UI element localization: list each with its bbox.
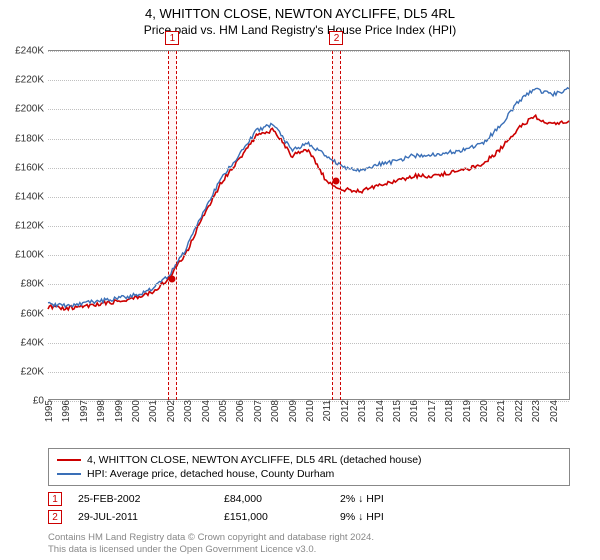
x-axis-label: 2009: [288, 400, 299, 422]
sale-band: [168, 51, 177, 400]
x-axis-label: 2002: [166, 400, 177, 422]
legend-label: 4, WHITTON CLOSE, NEWTON AYCLIFFE, DL5 4…: [87, 454, 422, 466]
grid-line: [48, 109, 569, 110]
x-axis-label: 2016: [409, 400, 420, 422]
x-axis-label: 2005: [218, 400, 229, 422]
x-axis-label: 2019: [462, 400, 473, 422]
x-axis-label: 1995: [44, 400, 55, 422]
chart-title: 4, WHITTON CLOSE, NEWTON AYCLIFFE, DL5 4…: [0, 6, 600, 21]
y-axis-label: £100K: [15, 250, 44, 261]
legend-swatch: [57, 459, 81, 461]
footer-line: Contains HM Land Registry data © Crown c…: [48, 532, 374, 544]
legend-label: HPI: Average price, detached house, Coun…: [87, 468, 334, 480]
sale-row: 1 25-FEB-2002 £84,000 2% ↓ HPI: [48, 490, 570, 508]
chart-title-block: 4, WHITTON CLOSE, NEWTON AYCLIFFE, DL5 4…: [0, 0, 600, 37]
x-axis-label: 1996: [61, 400, 72, 422]
x-axis-label: 1998: [96, 400, 107, 422]
x-axis-label: 2022: [514, 400, 525, 422]
sale-point-icon: [333, 177, 340, 184]
sales-table: 1 25-FEB-2002 £84,000 2% ↓ HPI 2 29-JUL-…: [48, 490, 570, 526]
legend: 4, WHITTON CLOSE, NEWTON AYCLIFFE, DL5 4…: [48, 448, 570, 486]
x-axis-label: 2012: [340, 400, 351, 422]
y-axis-label: £220K: [15, 75, 44, 86]
grid-line: [48, 284, 569, 285]
sale-band: [332, 51, 341, 400]
x-axis-label: 2015: [392, 400, 403, 422]
x-axis-label: 2011: [322, 400, 333, 422]
chart-plot-area: £0£20K£40K£60K£80K£100K£120K£140K£160K£1…: [48, 50, 570, 400]
y-axis-label: £140K: [15, 191, 44, 202]
x-axis-label: 2010: [305, 400, 316, 422]
y-axis-label: £240K: [15, 46, 44, 57]
footer-line: This data is licensed under the Open Gov…: [48, 544, 374, 556]
grid-line: [48, 168, 569, 169]
x-axis-label: 2001: [148, 400, 159, 422]
sale-row: 2 29-JUL-2011 £151,000 9% ↓ HPI: [48, 508, 570, 526]
sale-point-icon: [169, 275, 176, 282]
chart-subtitle: Price paid vs. HM Land Registry's House …: [0, 23, 600, 37]
sale-marker-icon: 1: [48, 492, 62, 506]
x-axis-label: 1997: [79, 400, 90, 422]
y-axis-label: £160K: [15, 162, 44, 173]
sale-marker-icon: 2: [48, 510, 62, 524]
grid-line: [48, 197, 569, 198]
x-axis-label: 2007: [253, 400, 264, 422]
sale-marker-icon: 1: [165, 31, 179, 45]
x-axis-label: 2008: [270, 400, 281, 422]
grid-line: [48, 372, 569, 373]
y-axis-label: £0: [33, 396, 44, 407]
attribution-footer: Contains HM Land Registry data © Crown c…: [48, 532, 374, 556]
sale-vs-hpi: 9% ↓ HPI: [340, 511, 430, 523]
y-axis-label: £200K: [15, 104, 44, 115]
x-axis-label: 2020: [479, 400, 490, 422]
grid-line: [48, 314, 569, 315]
x-axis-label: 2006: [235, 400, 246, 422]
x-axis-label: 1999: [114, 400, 125, 422]
x-axis-label: 2018: [444, 400, 455, 422]
sale-price: £84,000: [224, 493, 324, 505]
x-axis-label: 2014: [375, 400, 386, 422]
x-axis-label: 2013: [357, 400, 368, 422]
y-axis-label: £120K: [15, 221, 44, 232]
x-axis-label: 2017: [427, 400, 438, 422]
grid-line: [48, 255, 569, 256]
y-axis-label: £80K: [21, 279, 44, 290]
x-axis-label: 2000: [131, 400, 142, 422]
y-axis-label: £40K: [21, 337, 44, 348]
grid-line: [48, 80, 569, 81]
legend-item-hpi: HPI: Average price, detached house, Coun…: [57, 467, 561, 481]
y-axis-label: £60K: [21, 308, 44, 319]
grid-line: [48, 226, 569, 227]
series-line-price_paid: [48, 115, 569, 310]
sale-vs-hpi: 2% ↓ HPI: [340, 493, 430, 505]
x-axis-label: 2003: [183, 400, 194, 422]
x-axis-label: 2021: [496, 400, 507, 422]
sale-date: 29-JUL-2011: [78, 511, 208, 523]
grid-line: [48, 51, 569, 52]
sale-date: 25-FEB-2002: [78, 493, 208, 505]
x-axis-label: 2024: [549, 400, 560, 422]
sale-price: £151,000: [224, 511, 324, 523]
legend-swatch: [57, 473, 81, 475]
sale-marker-icon: 2: [329, 31, 343, 45]
grid-line: [48, 343, 569, 344]
y-axis-label: £20K: [21, 366, 44, 377]
x-axis-label: 2004: [201, 400, 212, 422]
y-axis-label: £180K: [15, 133, 44, 144]
x-axis-label: 2023: [531, 400, 542, 422]
grid-line: [48, 139, 569, 140]
legend-item-price-paid: 4, WHITTON CLOSE, NEWTON AYCLIFFE, DL5 4…: [57, 453, 561, 467]
